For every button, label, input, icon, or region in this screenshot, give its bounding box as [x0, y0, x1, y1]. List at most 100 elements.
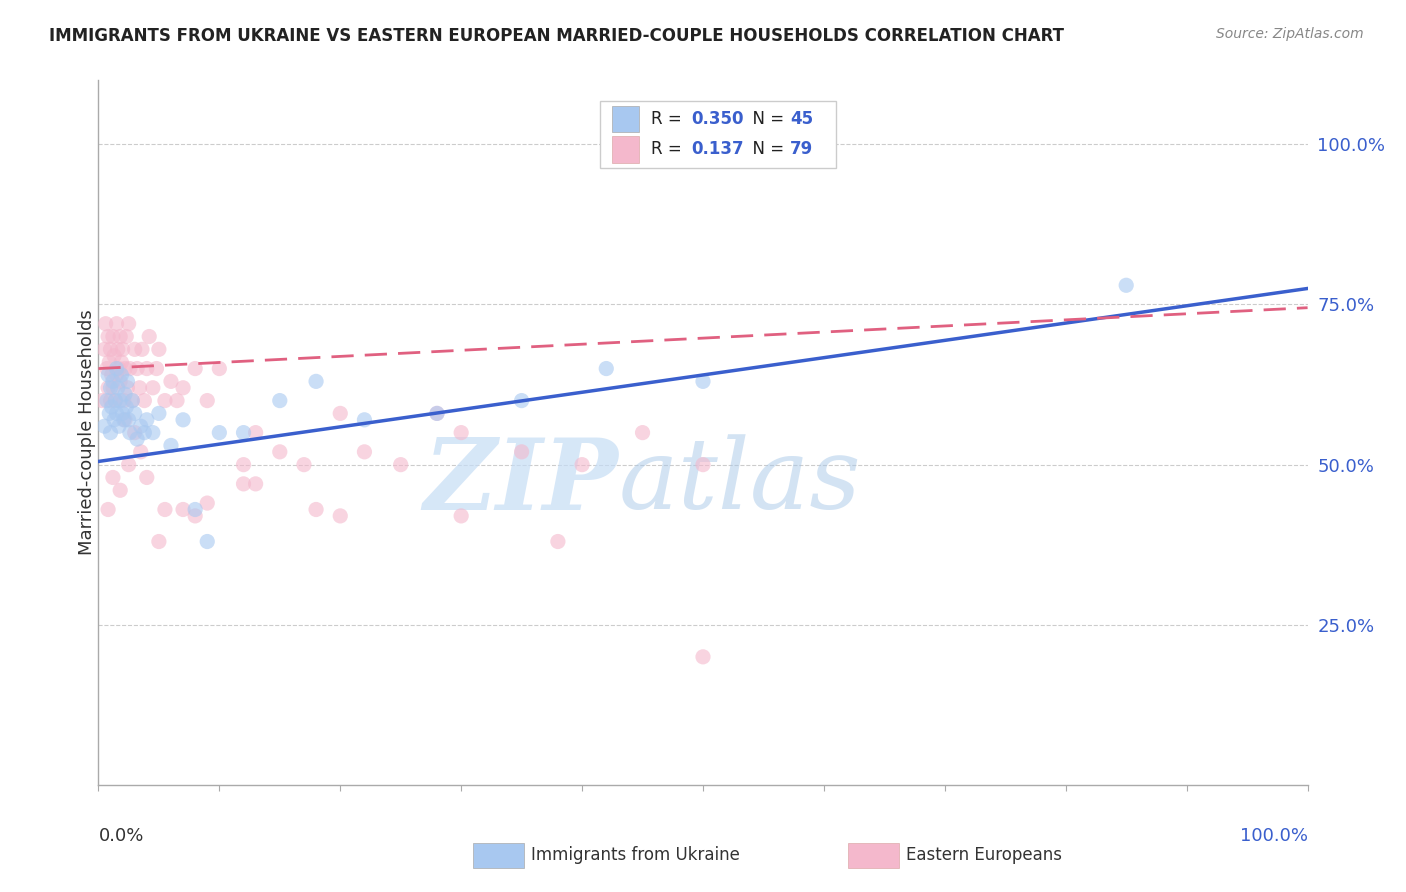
Point	[129, 445, 152, 459]
Point	[97, 502, 120, 516]
Point	[195, 393, 218, 408]
Point	[426, 406, 449, 420]
Point	[100, 425, 122, 440]
Point	[510, 445, 533, 459]
Point	[571, 458, 593, 472]
Point	[389, 458, 412, 472]
Text: 0.137: 0.137	[690, 140, 744, 159]
Point	[97, 368, 120, 382]
Point	[292, 458, 315, 472]
Text: Eastern Europeans: Eastern Europeans	[905, 847, 1062, 864]
Point	[107, 381, 129, 395]
Point	[105, 368, 128, 382]
Bar	[613, 136, 638, 162]
Point	[184, 508, 207, 523]
Point	[105, 317, 128, 331]
Point	[184, 361, 207, 376]
Text: 0.350: 0.350	[690, 110, 744, 128]
Point	[305, 502, 328, 516]
Point	[108, 419, 131, 434]
Point	[103, 349, 125, 363]
Point	[114, 413, 136, 427]
Point	[98, 355, 121, 369]
Point	[104, 393, 127, 408]
Point	[124, 425, 146, 440]
Point	[245, 476, 267, 491]
Point	[118, 361, 141, 376]
Point	[93, 343, 115, 357]
Point	[112, 393, 135, 408]
Text: 100.0%: 100.0%	[1240, 827, 1308, 846]
FancyBboxPatch shape	[600, 102, 837, 169]
Point	[153, 393, 176, 408]
Point	[450, 508, 472, 523]
Point	[100, 393, 122, 408]
Point	[108, 483, 131, 498]
Point	[595, 361, 617, 376]
Point	[269, 445, 291, 459]
Point	[148, 406, 170, 420]
Point	[142, 425, 165, 440]
Point	[129, 419, 152, 434]
Point	[100, 343, 122, 357]
Point	[195, 534, 218, 549]
Point	[426, 406, 449, 420]
Text: 45: 45	[790, 110, 813, 128]
Point	[128, 381, 150, 395]
Point	[160, 375, 183, 389]
Point	[100, 381, 122, 395]
Point	[111, 343, 134, 357]
Point	[232, 458, 254, 472]
Point	[105, 406, 128, 420]
Point	[450, 425, 472, 440]
Text: N =: N =	[742, 140, 789, 159]
Text: N =: N =	[742, 110, 789, 128]
Point	[134, 393, 156, 408]
Point	[121, 393, 143, 408]
Point	[110, 368, 132, 382]
Point	[105, 361, 128, 376]
Point	[98, 406, 121, 420]
Point	[121, 393, 143, 408]
Point	[114, 387, 136, 401]
Point	[100, 400, 122, 414]
Text: Immigrants from Ukraine: Immigrants from Ukraine	[531, 847, 740, 864]
Point	[118, 413, 141, 427]
Point	[107, 343, 129, 357]
Point	[101, 329, 124, 343]
Point	[91, 393, 114, 408]
Point	[117, 375, 139, 389]
Point	[97, 329, 120, 343]
Bar	[474, 843, 524, 868]
Point	[111, 406, 134, 420]
Point	[510, 393, 533, 408]
Point	[94, 317, 117, 331]
Point	[108, 361, 131, 376]
Point	[172, 413, 194, 427]
Point	[108, 375, 131, 389]
Point	[329, 406, 352, 420]
Point	[96, 393, 118, 408]
Point	[148, 534, 170, 549]
Point	[103, 413, 125, 427]
Point	[172, 502, 194, 516]
Point	[135, 361, 157, 376]
Point	[232, 425, 254, 440]
Point	[118, 317, 141, 331]
Point	[114, 361, 136, 376]
Point	[104, 393, 127, 408]
Point	[108, 393, 131, 408]
Point	[124, 406, 146, 420]
Point	[97, 381, 120, 395]
Point	[692, 375, 714, 389]
Point	[115, 329, 138, 343]
Point	[96, 361, 118, 376]
Point	[184, 502, 207, 516]
Point	[160, 438, 183, 452]
Text: ZIP: ZIP	[423, 434, 619, 530]
Point	[353, 445, 375, 459]
Point	[135, 413, 157, 427]
Point	[134, 425, 156, 440]
Point	[269, 393, 291, 408]
Y-axis label: Married-couple Households: Married-couple Households	[79, 310, 96, 556]
